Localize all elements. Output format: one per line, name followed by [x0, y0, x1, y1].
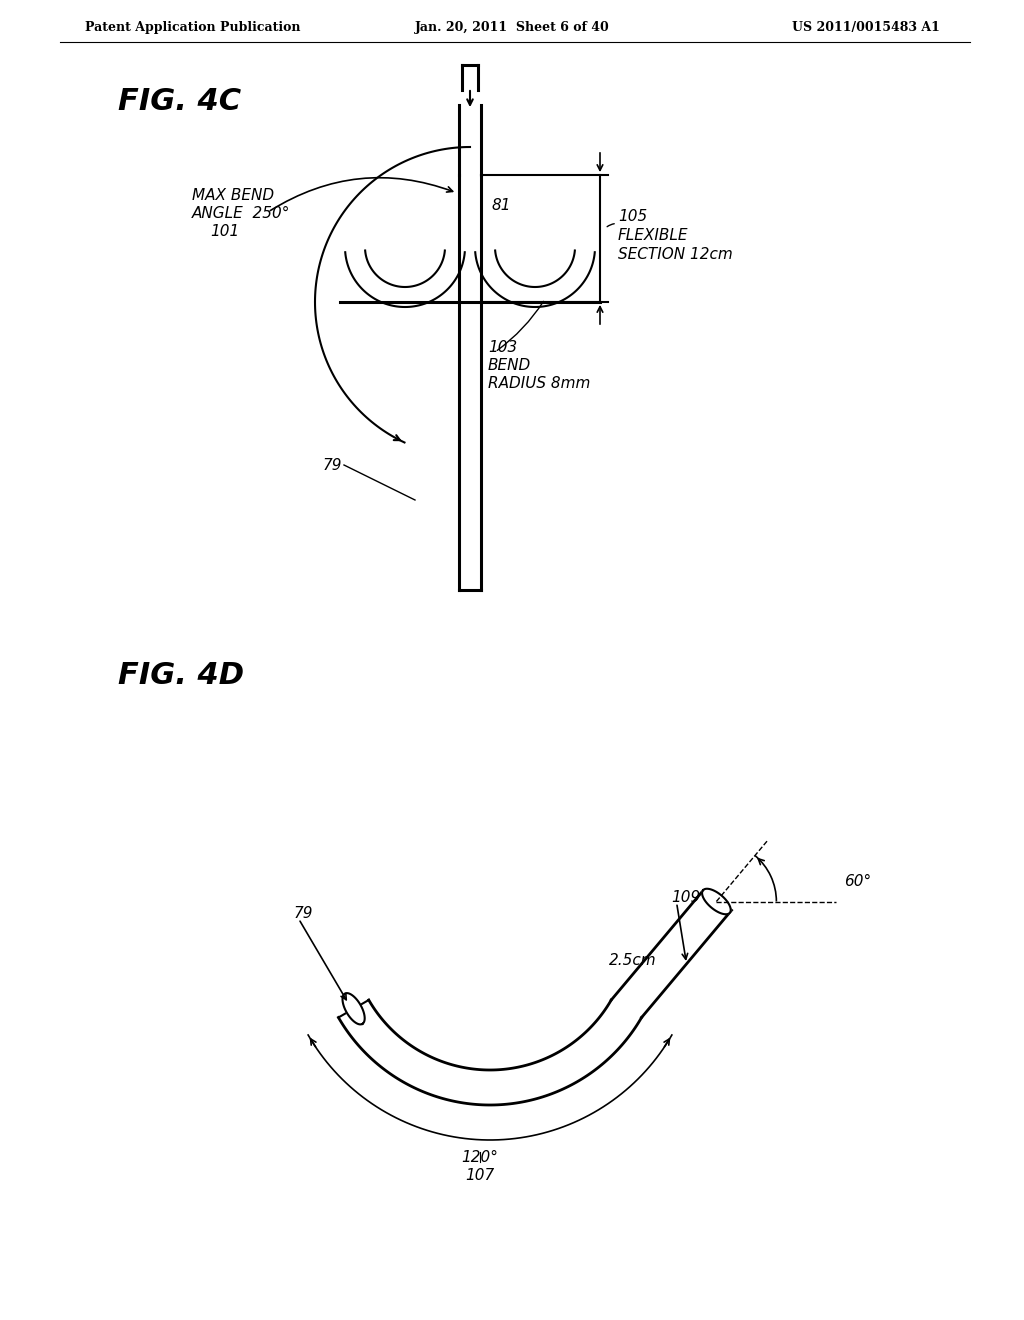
- Text: 79: 79: [294, 907, 313, 921]
- Text: 2.5cm: 2.5cm: [608, 953, 656, 968]
- Text: FLEXIBLE: FLEXIBLE: [618, 228, 688, 243]
- Text: SECTION 12cm: SECTION 12cm: [618, 247, 733, 261]
- Text: ANGLE  250°: ANGLE 250°: [193, 206, 291, 220]
- Text: Jan. 20, 2011  Sheet 6 of 40: Jan. 20, 2011 Sheet 6 of 40: [415, 21, 609, 34]
- Text: 103: 103: [488, 339, 517, 355]
- Text: BEND: BEND: [488, 358, 531, 372]
- Text: FIG. 4C: FIG. 4C: [118, 87, 241, 116]
- Text: 60°: 60°: [845, 874, 871, 888]
- Text: 81: 81: [492, 198, 512, 213]
- Polygon shape: [702, 888, 731, 915]
- Text: 107: 107: [465, 1168, 495, 1184]
- Text: MAX BEND: MAX BEND: [193, 187, 274, 202]
- Text: FIG. 4D: FIG. 4D: [118, 660, 244, 689]
- Text: Patent Application Publication: Patent Application Publication: [85, 21, 300, 34]
- Text: 101: 101: [210, 223, 240, 239]
- Text: RADIUS 8mm: RADIUS 8mm: [488, 375, 591, 391]
- Text: US 2011/0015483 A1: US 2011/0015483 A1: [793, 21, 940, 34]
- Text: 79: 79: [323, 458, 342, 473]
- Polygon shape: [342, 993, 365, 1024]
- Text: 105: 105: [618, 209, 647, 224]
- Text: 109: 109: [672, 890, 700, 906]
- Text: 120°: 120°: [462, 1150, 499, 1164]
